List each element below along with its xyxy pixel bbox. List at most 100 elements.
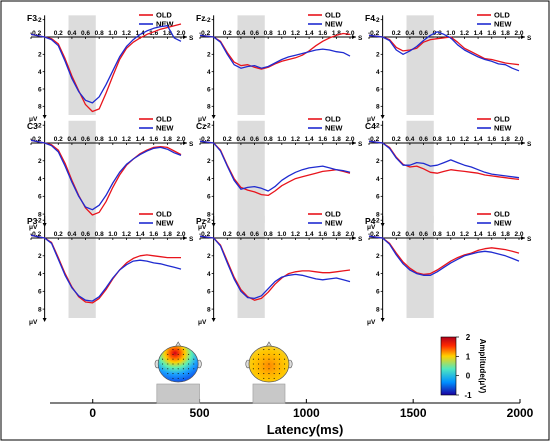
y-tick-label: -2 [205, 218, 211, 225]
x-tick-label: 0.8 [264, 30, 273, 37]
topomap-electrode-dot [188, 373, 190, 375]
x-tick-label: 1.0 [277, 231, 286, 238]
x-tick-label: 1.8 [332, 231, 341, 238]
x-tick-label: 1.2 [122, 231, 131, 238]
x-axis-arrow [183, 236, 187, 240]
x-tick-label: 0.8 [264, 231, 273, 238]
topomap-electrode-dot [172, 377, 174, 379]
x-unit-label: S [527, 35, 532, 42]
topomap-electrode-dot [172, 358, 174, 360]
x-tick-label: 1.0 [108, 30, 117, 37]
topomap-2 [245, 341, 293, 383]
topomap-electrode-dot [268, 353, 270, 355]
y-tick-label: 8 [376, 104, 380, 111]
legend-new-label: NEW [325, 219, 343, 228]
topomap-electrode-dot [162, 368, 164, 370]
erp-panel-p4: -0.2 0.2 0.4 0.6 0.8 1.0 1.2 1.4 1.6 1.8 2.0 S -2 2 4 6… [365, 210, 532, 326]
y-tick-label: -2 [374, 17, 380, 24]
legend-old-label: OLD [325, 115, 341, 124]
erp-panel-f3: -0.2 0.2 0.4 0.6 0.8 1.0 1.2 1.4 1.6 1.8 2.0 S -2 2 4 6… [27, 11, 194, 123]
timeline-tick-label: 500 [190, 406, 210, 420]
topomap-electrode-dot [182, 368, 184, 370]
electrode-label: Pz [196, 216, 206, 226]
time-window-highlight [237, 120, 265, 223]
x-tick-label: -0.2 [368, 231, 380, 238]
electrode-label: C4 [365, 121, 376, 131]
x-tick-label: 2.0 [514, 30, 523, 37]
x-tick-label: 1.4 [136, 136, 145, 143]
x-tick-label: 1.6 [149, 30, 158, 37]
x-tick-label: 0.4 [405, 30, 414, 37]
topomap-electrode-dot [167, 363, 169, 365]
time-window-highlight [68, 120, 96, 223]
topomap-electrode-dot [284, 358, 286, 360]
series-line-new [199, 140, 351, 192]
topomap-electrode-dot [167, 353, 169, 355]
topomap-electrode-dot [263, 358, 265, 360]
y-tick-label: 4 [207, 271, 211, 278]
y-axis-arrow [380, 115, 385, 119]
x-tick-label: 0.6 [81, 30, 90, 37]
topomap-electrode-dot [263, 353, 265, 355]
x-unit-label: S [358, 236, 363, 243]
topomap-electrode-dot [268, 368, 270, 370]
x-tick-label: 0.4 [67, 136, 76, 143]
legend-old-label: OLD [156, 115, 172, 124]
erp-panel-c3: -0.2 0.2 0.4 0.6 0.8 1.0 1.2 1.4 1.6 1.8 2.0 S -2 2 4 6… [27, 115, 194, 231]
series-line-old [368, 235, 520, 276]
y-tick-label: 8 [207, 212, 211, 219]
x-tick-label: 1.6 [487, 231, 496, 238]
x-tick-label: 0.2 [223, 136, 232, 143]
topomap-electrode-dot [263, 349, 265, 351]
topomap-electrode-dot [258, 368, 260, 370]
colorbar-tick-label: -1 [464, 391, 472, 400]
topomap-electrode-dot [177, 373, 179, 375]
topomap-electrode-dot [284, 368, 286, 370]
topomap-electrode-dot [278, 368, 280, 370]
y-tick-label: 4 [207, 176, 211, 183]
x-tick-label: 1.0 [446, 136, 455, 143]
topomap-1 [154, 341, 202, 383]
y-tick-label: -2 [36, 218, 42, 225]
x-tick-label: 0.6 [250, 30, 259, 37]
topomap-electrode-dot [167, 373, 169, 375]
legend-new-label: NEW [325, 124, 343, 133]
y-tick-label: -2 [205, 17, 211, 24]
x-tick-label: 1.8 [501, 136, 510, 143]
x-tick-label: 1.0 [108, 136, 117, 143]
x-unit-label: S [358, 35, 363, 42]
topomap-electrode-dot [278, 358, 280, 360]
electrode-label: F3 [27, 13, 37, 23]
timeline-tick-label: 0 [89, 406, 96, 420]
x-tick-label: 1.2 [122, 30, 131, 37]
legend-new-label: NEW [494, 219, 512, 228]
topomap-electrode-dot [263, 368, 265, 370]
x-tick-label: 2.0 [176, 231, 185, 238]
topomap-electrode-dot [278, 353, 280, 355]
x-tick-label: 0.2 [54, 30, 63, 37]
series-line-old [30, 139, 182, 216]
legend-new-label: NEW [494, 124, 512, 133]
x-tick-label: 0.4 [405, 136, 414, 143]
y-tick-label: 8 [376, 212, 380, 219]
x-tick-label: 1.2 [460, 30, 469, 37]
topomap-electrode-dot [162, 363, 164, 365]
x-tick-label: 1.8 [163, 231, 172, 238]
y-axis-arrow [211, 318, 216, 322]
series-line-old [30, 23, 182, 113]
legend-old-label: OLD [325, 210, 341, 219]
x-axis-arrow [183, 35, 187, 39]
y-tick-label: 2 [376, 253, 380, 260]
legend-new-label: NEW [156, 20, 174, 29]
x-tick-label: 1.4 [136, 231, 145, 238]
topomap-electrode-dot [252, 363, 254, 365]
topomap-electrode-dot [273, 353, 275, 355]
y-tick-label: 2 [207, 158, 211, 165]
series-line-new [199, 34, 351, 69]
time-window-highlight [237, 215, 265, 318]
electrode-label: C3 [27, 121, 38, 131]
x-tick-label: 1.8 [163, 136, 172, 143]
x-tick-label: -0.2 [30, 136, 42, 143]
topomap-electrode-dot [177, 368, 179, 370]
x-tick-label: 1.2 [122, 136, 131, 143]
